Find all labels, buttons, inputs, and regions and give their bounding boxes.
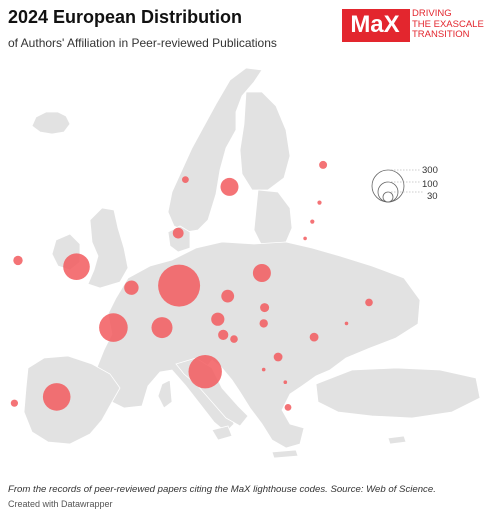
country-finland [239, 91, 291, 191]
bubble-italy[interactable] [188, 355, 222, 389]
logo-tagline-line: THE EXASCALE [412, 18, 484, 30]
logo-mark: MaX [350, 11, 400, 38]
bubble-romania[interactable] [309, 332, 319, 342]
bubble-switzerland[interactable] [151, 317, 173, 339]
legend-label-100: 100 [422, 179, 438, 190]
logo-badge [342, 9, 410, 42]
bubble-lithuania[interactable] [303, 236, 307, 241]
bubble-poland[interactable] [252, 264, 271, 282]
bubble-france[interactable] [99, 313, 128, 342]
credit-line: Created with Datawrapper [8, 499, 113, 509]
bubble-denmark[interactable] [172, 227, 184, 239]
bubble-portugal[interactable] [10, 399, 18, 407]
bubble-united-kingdom[interactable] [63, 253, 90, 280]
bubble-north-macedonia[interactable] [283, 380, 288, 385]
island-sicily [211, 425, 233, 441]
bubble-moldova[interactable] [344, 321, 349, 326]
country-iceland [31, 111, 71, 135]
bubble-finland[interactable] [319, 160, 328, 169]
land-layer [23, 67, 481, 459]
bubble-montenegro[interactable] [261, 367, 266, 372]
bubble-norway[interactable] [182, 176, 189, 183]
bubble-slovenia[interactable] [218, 329, 229, 340]
bubble-spain[interactable] [42, 383, 71, 411]
bubble-czechia[interactable] [221, 289, 235, 303]
island-cyprus [387, 435, 407, 445]
country-iberia [23, 355, 121, 445]
logo-tagline-line: TRANSITION [412, 29, 470, 40]
country-baltics [253, 189, 293, 247]
legend-label-300: 300 [422, 165, 438, 176]
bubble-serbia[interactable] [273, 352, 283, 362]
country-scandinavia [167, 67, 263, 233]
island-crete [271, 449, 299, 459]
bubble-sweden[interactable] [220, 177, 239, 196]
bubble-ireland[interactable] [13, 255, 23, 266]
bubble-slovakia[interactable] [260, 303, 270, 313]
chart-subtitle: of Authors' Affiliation in Peer-reviewed… [8, 36, 277, 50]
bubble-hungary[interactable] [259, 319, 268, 328]
europe-map: 300 100 30 [10, 67, 481, 459]
country-great-britain [87, 207, 129, 289]
bubble-ukraine[interactable] [365, 298, 373, 307]
legend-label-30: 30 [427, 191, 438, 202]
max-logo: MaX DRIVING THE EXASCALE TRANSITION [342, 8, 492, 42]
legend-circle-300 [371, 169, 405, 203]
logo-tagline-line: DRIVING [412, 8, 452, 19]
size-legend: 300 100 30 [371, 165, 438, 203]
island-sardinia [157, 379, 173, 409]
chart-title: 2024 European Distribution [8, 7, 243, 27]
bubble-austria[interactable] [211, 312, 225, 326]
country-turkey [315, 367, 481, 419]
bubble-estonia[interactable] [317, 200, 322, 205]
bubble-belgium[interactable] [124, 280, 139, 295]
bubble-germany[interactable] [158, 264, 201, 307]
source-note: From the records of peer-reviewed papers… [8, 484, 436, 495]
bubble-croatia[interactable] [230, 335, 238, 343]
bubble-layer [10, 160, 373, 411]
logo-tagline: DRIVING THE EXASCALE TRANSITION [412, 8, 484, 41]
bubble-latvia[interactable] [310, 219, 315, 224]
bubble-greece[interactable] [284, 404, 292, 411]
legend-circle-30 [382, 191, 394, 203]
